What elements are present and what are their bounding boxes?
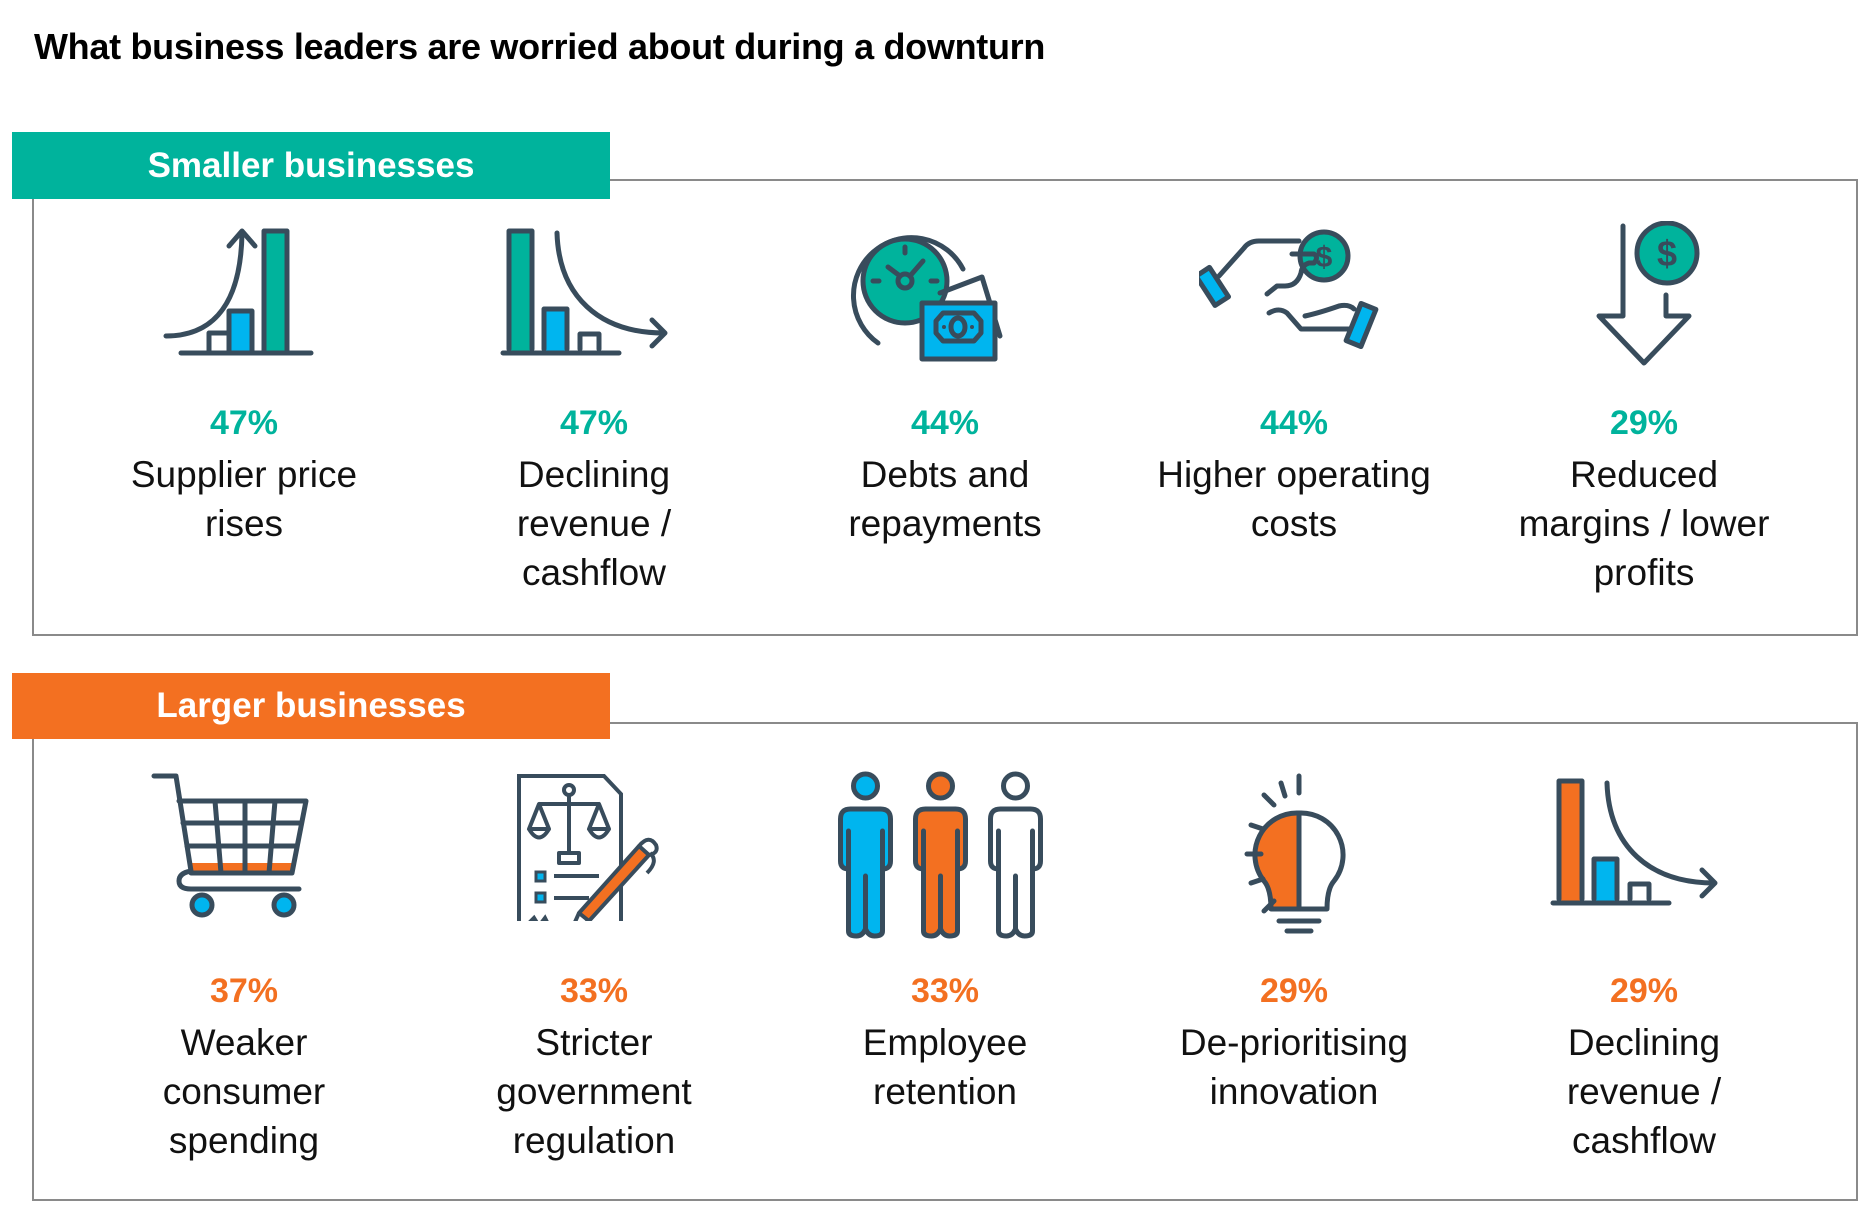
- concern-label-line: rises: [204, 503, 284, 544]
- larger-businesses-panel: [32, 722, 1858, 1201]
- declining-bar-chart-icon: [499, 221, 689, 376]
- concern-label-line: government: [496, 1071, 692, 1112]
- concern-label: Stricter government regulation: [429, 1018, 759, 1165]
- concern-label-line: Employee: [862, 1022, 1028, 1063]
- concern-label-line: consumer: [162, 1071, 326, 1112]
- svg-text:$: $: [1657, 233, 1677, 274]
- concern-label-line: revenue /: [1566, 1071, 1722, 1112]
- concern-label-line: retention: [873, 1071, 1017, 1112]
- smaller-businesses-header: Smaller businesses: [12, 132, 610, 199]
- concern-label: Reduced margins / lower profits: [1479, 450, 1809, 597]
- concern-label: Supplier price rises: [79, 450, 409, 548]
- concern-label-line: Declining: [517, 454, 671, 495]
- percentage-value: 33%: [559, 972, 629, 1010]
- hand-coin-icon: $: [1193, 221, 1389, 376]
- people-icon: [833, 771, 1058, 946]
- concern-label-line: Reduced: [1569, 454, 1719, 495]
- lightbulb-icon: [1199, 771, 1389, 946]
- concern-label-line: Higher operating: [1157, 454, 1431, 495]
- concern-label-line: Weaker: [180, 1022, 308, 1063]
- rising-bar-chart-icon: [149, 221, 339, 376]
- concern-label-line: costs: [1250, 503, 1338, 544]
- concern-label-line: Supplier price: [130, 454, 358, 495]
- percentage-value: 44%: [910, 404, 980, 442]
- concern-label-line: profits: [1593, 552, 1695, 593]
- concern-label-line: spending: [168, 1120, 320, 1161]
- concern-label-line: cashflow: [522, 552, 666, 593]
- down-arrow-dollar-icon: $: [1549, 220, 1739, 376]
- svg-text:$: $: [1316, 241, 1333, 274]
- percentage-value: 47%: [209, 404, 279, 442]
- percentage-value: 37%: [209, 972, 279, 1010]
- concern-label-line: cashflow: [1572, 1120, 1716, 1161]
- clock-money-icon: [850, 221, 1040, 376]
- concern-label-line: De-prioritising: [1179, 1022, 1409, 1063]
- percentage-value: 29%: [1609, 404, 1679, 442]
- declining-bar-chart-icon: [1549, 771, 1739, 926]
- concern-label: Employee retention: [780, 1018, 1110, 1116]
- concern-label-line: regulation: [512, 1120, 676, 1161]
- concern-label: Weaker consumer spending: [79, 1018, 409, 1165]
- chart-title: What business leaders are worried about …: [34, 26, 1046, 67]
- percentage-value: 29%: [1259, 972, 1329, 1010]
- percentage-value: 47%: [559, 404, 629, 442]
- concern-label-line: Stricter: [535, 1022, 653, 1063]
- concern-label-line: Declining: [1567, 1022, 1721, 1063]
- concern-label: De-prioritising innovation: [1129, 1018, 1459, 1116]
- concern-label-line: revenue /: [516, 503, 672, 544]
- shopping-cart-icon: [149, 771, 339, 926]
- concern-label: Declining revenue / cashflow: [429, 450, 759, 597]
- percentage-value: 29%: [1609, 972, 1679, 1010]
- concern-label: Higher operating costs: [1129, 450, 1459, 548]
- concern-label-line: innovation: [1209, 1071, 1379, 1112]
- larger-businesses-header: Larger businesses: [12, 673, 610, 739]
- percentage-value: 44%: [1259, 404, 1329, 442]
- legal-document-icon: [499, 771, 689, 933]
- concern-label-line: margins / lower: [1518, 503, 1770, 544]
- concern-label: Debts and repayments: [780, 450, 1110, 548]
- concern-label-line: repayments: [848, 503, 1042, 544]
- smaller-businesses-panel: [32, 179, 1858, 636]
- percentage-value: 33%: [910, 972, 980, 1010]
- concern-label-line: Debts and: [860, 454, 1030, 495]
- concern-label: Declining revenue / cashflow: [1479, 1018, 1809, 1165]
